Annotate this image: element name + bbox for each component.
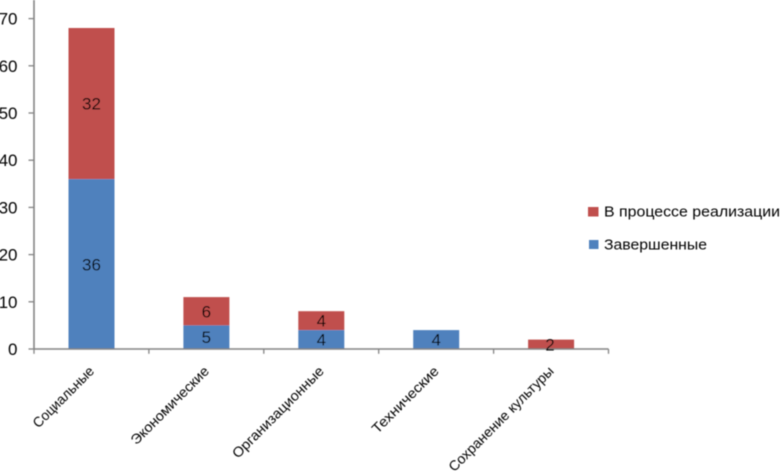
- svg-text:Завершенные: Завершенные: [604, 236, 707, 253]
- svg-text:5: 5: [202, 328, 211, 347]
- svg-text:50: 50: [0, 104, 18, 123]
- svg-text:30: 30: [0, 198, 18, 217]
- svg-text:2: 2: [545, 335, 554, 354]
- svg-text:40: 40: [0, 151, 18, 170]
- svg-text:4: 4: [431, 331, 440, 350]
- svg-text:В процессе реализации: В процессе реализации: [604, 204, 780, 221]
- svg-text:10: 10: [0, 293, 18, 312]
- svg-text:36: 36: [82, 256, 101, 275]
- svg-text:4: 4: [317, 331, 326, 350]
- svg-text:0: 0: [8, 340, 17, 359]
- svg-text:20: 20: [0, 246, 18, 265]
- svg-text:32: 32: [82, 95, 101, 114]
- svg-text:4: 4: [317, 312, 326, 331]
- svg-text:60: 60: [0, 57, 18, 76]
- svg-text:70: 70: [0, 10, 18, 29]
- svg-text:6: 6: [202, 302, 211, 321]
